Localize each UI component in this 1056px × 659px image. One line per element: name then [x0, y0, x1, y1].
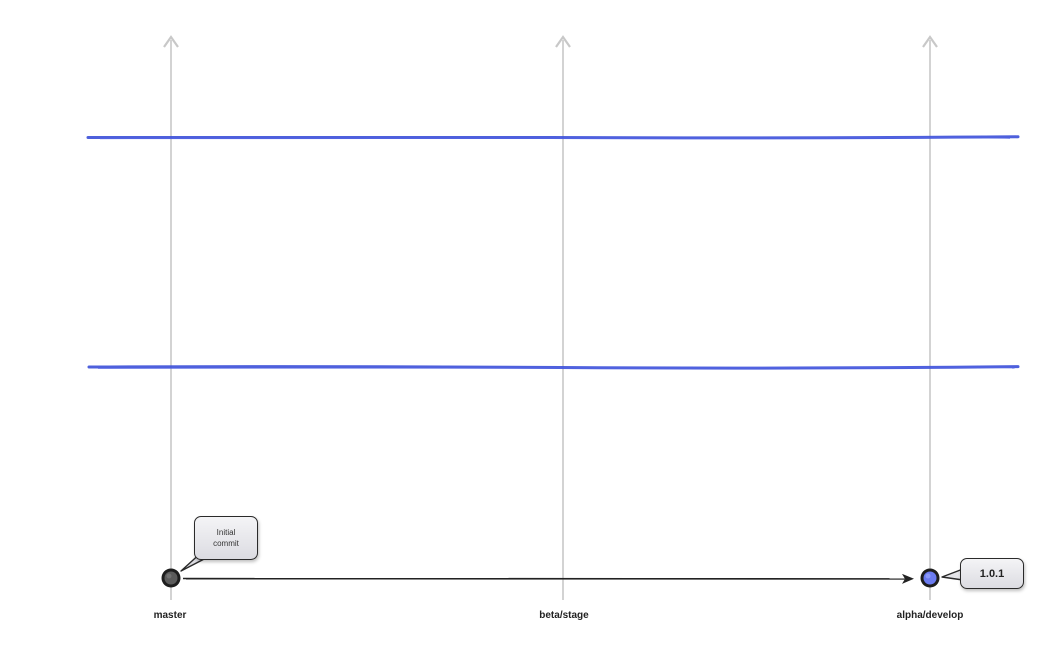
- commit-node-tag[interactable]: [920, 568, 940, 588]
- branch-lane-beta-stage: [555, 35, 571, 600]
- separator-line-bottom: [87, 365, 1020, 370]
- branch-lane-alpha-develop: [922, 35, 938, 600]
- branch-label-master: master: [153, 610, 187, 621]
- commit-note-text: Initial commit: [213, 528, 239, 548]
- lane-arrow-icon: [163, 35, 179, 48]
- version-tag-text: 1.0.1: [979, 567, 1005, 580]
- lane-arrow-icon: [922, 35, 938, 48]
- commit-node-initial[interactable]: [161, 568, 181, 588]
- branch-label-beta-stage: beta/stage: [539, 610, 589, 621]
- branch-lane-master: [163, 35, 179, 600]
- commit-note-callout: Initial commit: [194, 516, 258, 560]
- version-tag-callout: 1.0.1: [960, 558, 1024, 589]
- lane-arrow-icon: [555, 35, 571, 48]
- branch-label-alpha-develop: alpha/develop: [896, 610, 964, 621]
- separator-line-top: [86, 135, 1020, 140]
- merge-arrow: [182, 573, 914, 584]
